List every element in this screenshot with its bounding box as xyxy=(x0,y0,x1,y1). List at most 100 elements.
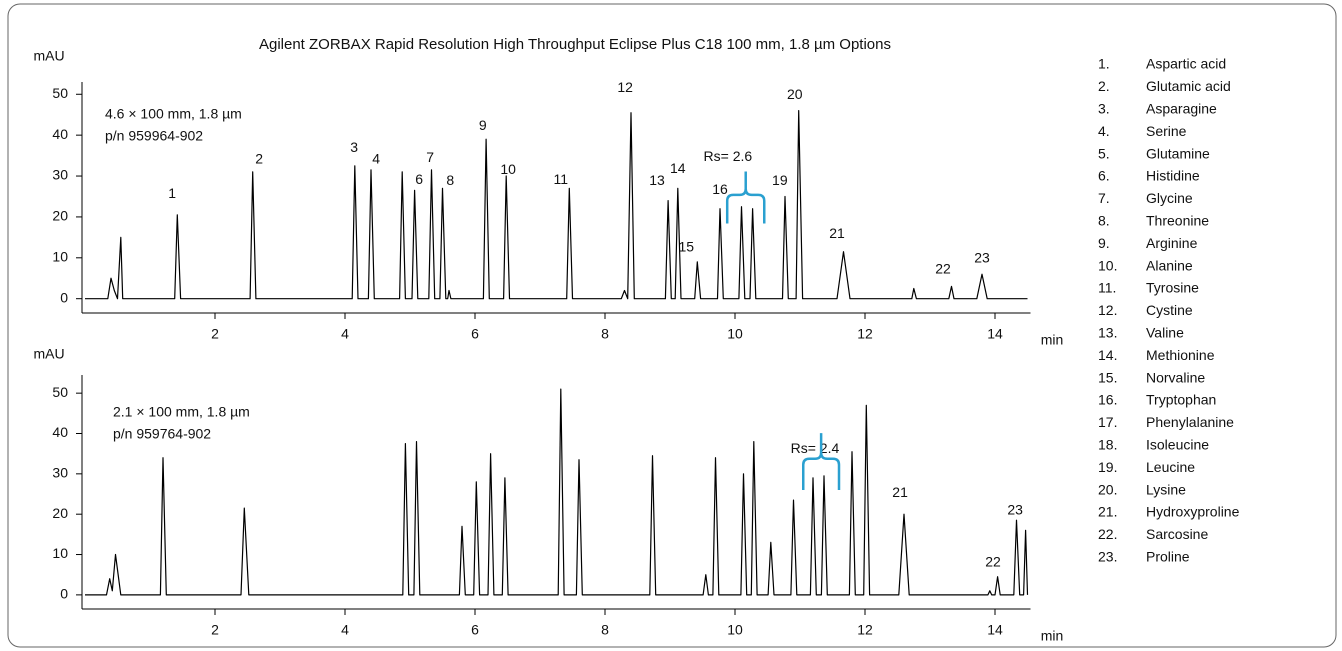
peak-annotation: 19 xyxy=(772,172,788,188)
peak-name: Valine xyxy=(1146,325,1184,341)
peak-number: 6. xyxy=(1098,168,1110,184)
resolution-brace xyxy=(725,171,766,224)
peak-number: 11. xyxy=(1098,280,1116,296)
peak-name: Isoleucine xyxy=(1146,437,1209,453)
peak-annotation: 22 xyxy=(935,260,951,276)
peak-name: Glutamic acid xyxy=(1146,78,1231,94)
peak-name: Tyrosine xyxy=(1146,280,1199,296)
peak-number: 20. xyxy=(1098,481,1117,497)
peak-name: Methionine xyxy=(1146,347,1215,363)
peak-number: 10. xyxy=(1098,257,1117,273)
peak-number: 8. xyxy=(1098,213,1110,229)
peak-name: Asparagine xyxy=(1146,101,1217,117)
peak-annotation: 21 xyxy=(892,484,908,500)
peak-number: 3. xyxy=(1098,101,1110,117)
y-tick-label: 30 xyxy=(52,167,68,183)
peak-annotation: 4 xyxy=(372,150,380,166)
peak-annotation: 22 xyxy=(985,554,1001,570)
peak-name: Cystine xyxy=(1146,302,1193,318)
y-tick-label: 30 xyxy=(52,465,68,481)
x-tick-label: 4 xyxy=(341,326,349,342)
resolution-brace xyxy=(802,433,841,490)
peak-annotation: 6 xyxy=(415,171,423,187)
x-tick-label: 6 xyxy=(471,622,479,638)
peak-annotation: 23 xyxy=(1007,502,1023,518)
x-tick-label: 12 xyxy=(857,622,873,638)
peak-name: Hydroxyproline xyxy=(1146,504,1240,520)
peak-annotation: 15 xyxy=(678,238,694,254)
x-tick-label: 8 xyxy=(601,326,609,342)
peak-annotation: 11 xyxy=(554,171,569,187)
peak-name: Histidine xyxy=(1146,168,1200,184)
peak-number: 21. xyxy=(1098,504,1117,520)
panel-label: p/n 959764-902 xyxy=(113,426,211,442)
panel-label: p/n 959964-902 xyxy=(105,128,203,144)
x-tick-label: 14 xyxy=(987,622,1003,638)
peak-name: Arginine xyxy=(1146,235,1198,251)
peak-annotation: 16 xyxy=(712,181,728,197)
x-axis-label: min xyxy=(1041,332,1064,348)
peak-annotation: 20 xyxy=(787,86,803,102)
chart-title: Agilent ZORBAX Rapid Resolution High Thr… xyxy=(259,36,891,53)
peak-number: 17. xyxy=(1098,414,1117,430)
x-tick-label: 8 xyxy=(601,622,609,638)
peak-annotation: 2 xyxy=(255,150,263,166)
peak-number: 12. xyxy=(1098,302,1117,318)
peak-number: 9. xyxy=(1098,235,1110,251)
y-tick-label: 50 xyxy=(52,384,68,400)
peak-number: 7. xyxy=(1098,190,1110,206)
y-tick-label: 10 xyxy=(52,545,68,561)
peak-annotation: 21 xyxy=(829,225,845,241)
peak-number: 13. xyxy=(1098,325,1117,341)
x-tick-label: 4 xyxy=(341,622,349,638)
peak-number: 4. xyxy=(1098,123,1110,139)
x-tick-label: 2 xyxy=(211,622,219,638)
peak-number: 1. xyxy=(1098,56,1110,72)
peak-annotation: Rs= 2.4 xyxy=(791,440,840,456)
peak-annotation: 13 xyxy=(649,172,665,188)
peak-name: Alanine xyxy=(1146,257,1193,273)
peak-number: 15. xyxy=(1098,369,1117,385)
y-tick-label: 20 xyxy=(52,208,68,224)
peak-name: Glycine xyxy=(1146,190,1193,206)
x-tick-label: 10 xyxy=(727,622,743,638)
peak-number: 18. xyxy=(1098,437,1117,453)
peak-number: 16. xyxy=(1098,392,1117,408)
y-tick-label: 0 xyxy=(60,289,68,305)
peak-name: Lysine xyxy=(1146,481,1186,497)
peak-annotation: 10 xyxy=(500,161,516,177)
y-tick-label: 40 xyxy=(52,126,68,142)
peak-name: Glutamine xyxy=(1146,145,1210,161)
peak-name: Tryptophan xyxy=(1146,392,1216,408)
y-tick-label: 0 xyxy=(60,586,68,602)
peak-annotation: 7 xyxy=(426,149,434,165)
peak-name: Serine xyxy=(1146,123,1187,139)
frame xyxy=(7,3,1337,648)
y-tick-label: 10 xyxy=(52,249,68,265)
peak-name: Leucine xyxy=(1146,459,1195,475)
peak-name: Aspartic acid xyxy=(1146,56,1226,72)
y-axis-label: mAU xyxy=(33,346,64,362)
peak-number: 19. xyxy=(1098,459,1117,475)
y-tick-label: 40 xyxy=(52,424,68,440)
panel-label: 2.1 × 100 mm, 1.8 µm xyxy=(113,404,250,420)
peak-annotation: Rs= 2.6 xyxy=(704,148,753,164)
peak-annotation: 1 xyxy=(168,185,176,201)
peak-name: Proline xyxy=(1146,549,1190,565)
y-tick-label: 20 xyxy=(52,505,68,521)
peak-annotation: 23 xyxy=(974,249,990,265)
y-axis-label: mAU xyxy=(33,48,64,64)
peak-annotation: 9 xyxy=(479,117,487,133)
x-tick-label: 12 xyxy=(857,326,873,342)
peak-name: Norvaline xyxy=(1146,369,1205,385)
peak-name: Phenylalanine xyxy=(1146,414,1234,430)
x-tick-label: 10 xyxy=(727,326,743,342)
peak-annotation: 3 xyxy=(350,139,358,155)
peak-number: 14. xyxy=(1098,347,1117,363)
peak-annotation: 8 xyxy=(446,172,454,188)
peak-annotation: 12 xyxy=(617,79,633,95)
trace xyxy=(85,388,1029,596)
panel-label: 4.6 × 100 mm, 1.8 µm xyxy=(105,106,242,122)
x-tick-label: 14 xyxy=(987,326,1003,342)
peak-number: 5. xyxy=(1098,145,1110,161)
